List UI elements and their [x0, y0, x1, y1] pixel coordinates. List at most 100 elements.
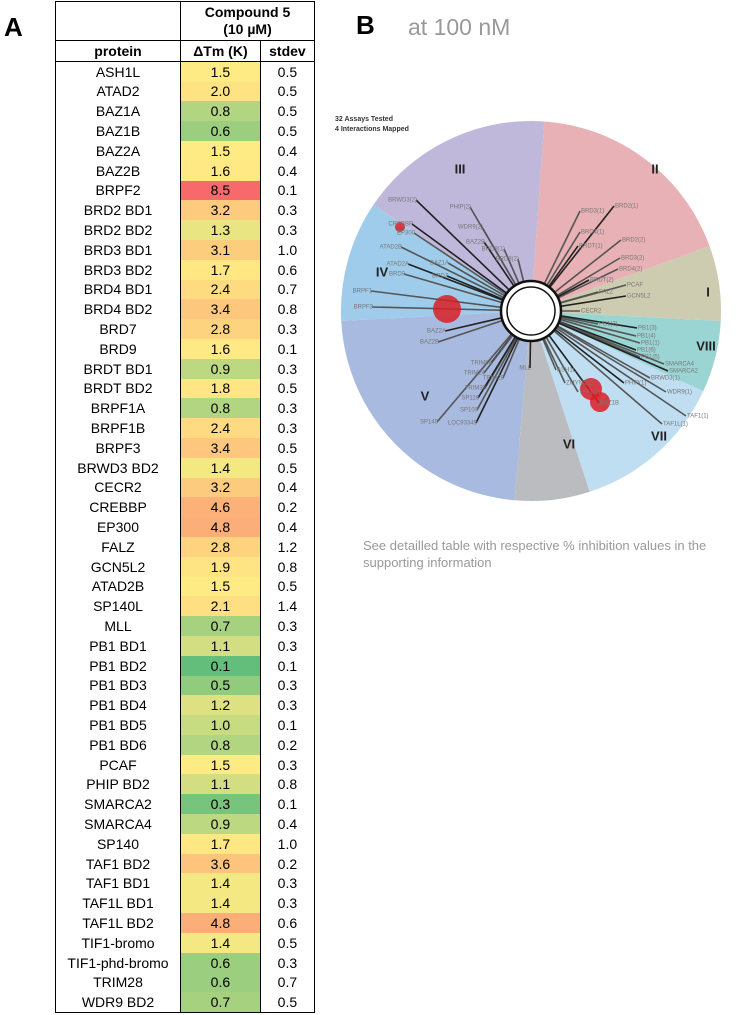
table-row: BRD4 BD1 2.4 0.7 — [55, 279, 316, 300]
branch — [483, 334, 514, 374]
dendrogram: IIIIIIIVVVIVIIVIIIBRWD3(2)PHIP(2)WDR9(2)… — [341, 121, 722, 502]
stdev: 0.5 — [259, 121, 316, 141]
delta-tm: 3.1 — [180, 239, 261, 260]
clade-label: II — [651, 161, 658, 176]
delta-tm: 2.4 — [180, 279, 261, 300]
table-row: TIF1-bromo 1.4 0.5 — [55, 932, 316, 953]
interaction-dot — [590, 392, 610, 412]
table-row: TIF1-phd-bromo 0.6 0.3 — [55, 952, 316, 973]
branch — [476, 336, 518, 411]
leaf-label: BAZ2B — [420, 340, 439, 346]
table-row: PB1 BD5 1.0 0.1 — [55, 715, 316, 735]
leaf-label: BRD4(2) — [619, 267, 642, 273]
delta-tm: 1.4 — [180, 873, 261, 894]
leaf-label: BRD9(1) — [482, 247, 505, 253]
clade-label: I — [706, 284, 710, 299]
stdev: 0.1 — [259, 180, 316, 201]
delta-tm: 0.6 — [180, 952, 261, 973]
branch — [502, 338, 521, 379]
leaf-label: BAZ1B — [600, 401, 619, 407]
stdev: 0.3 — [259, 754, 316, 775]
delta-tm: 1.6 — [180, 338, 261, 359]
table-row: BAZ1A 0.8 0.5 — [55, 101, 316, 122]
delta-tm: 3.4 — [180, 299, 261, 320]
leaf-label: EP300 — [397, 231, 416, 237]
delta-tm: 2.1 — [180, 596, 261, 617]
leaf-label: BRPF3 — [354, 305, 374, 311]
stdev: 0.4 — [259, 140, 316, 161]
delta-tm: 0.1 — [180, 655, 261, 676]
protein: BRD2 BD1 — [55, 200, 181, 221]
interactions: 4 Interactions Mapped — [335, 126, 409, 133]
delta-tm: 1.6 — [180, 160, 261, 181]
stdev: 0.5 — [259, 101, 316, 122]
leaf-label: TRIM33 — [465, 386, 487, 392]
branch — [483, 241, 515, 287]
leaf-label: ZMYND11 — [566, 381, 594, 387]
leaf-label: PB1(3) — [638, 326, 657, 332]
leaf-label: BRD7 — [432, 274, 449, 280]
protein: BAZ2A — [55, 140, 181, 161]
delta-tm: 2.8 — [180, 536, 261, 557]
stdev: 0.5 — [259, 378, 316, 399]
delta-tm: 1.1 — [180, 774, 261, 795]
stdev: 0.5 — [259, 932, 316, 953]
clade-label: VII — [651, 428, 667, 443]
stdev: 0.3 — [259, 873, 316, 894]
column-header: ΔTm (K) — [180, 40, 261, 62]
delta-tm: 3.4 — [180, 437, 261, 458]
delta-tm: 0.6 — [180, 121, 261, 141]
branch — [557, 268, 619, 299]
protein: GCN5L2 — [55, 556, 181, 577]
delta-tm: 1.4 — [180, 893, 261, 914]
clade-label: III — [455, 161, 466, 176]
leaf-label: BAZ2A — [427, 329, 446, 335]
delta-tm: 1.5 — [180, 140, 261, 161]
protein: BRD7 — [55, 319, 181, 339]
delta-tm: 3.2 — [180, 200, 261, 221]
leaf-label: SP110 — [461, 396, 479, 402]
table-row: EP300 4.8 0.4 — [55, 517, 316, 537]
branch — [560, 295, 627, 308]
branch — [560, 314, 638, 329]
stdev: 0.6 — [259, 913, 316, 933]
table-row: SP140L 2.1 1.4 — [55, 596, 316, 617]
stdev: 0.3 — [259, 616, 316, 636]
leaf-label: BAZ1A — [430, 261, 449, 267]
delta-tm: 1.3 — [180, 220, 261, 240]
stdev: 0.1 — [259, 338, 316, 359]
leaf-label: BRD8(2) — [496, 257, 519, 263]
stdev: 0.4 — [259, 477, 316, 498]
delta-tm: 0.9 — [180, 358, 261, 379]
leaf-label: BRWD3(1) — [651, 376, 680, 382]
branch — [560, 315, 599, 325]
branch — [556, 325, 651, 379]
table-row: BAZ1B 0.6 0.5 — [55, 121, 316, 141]
clade-sector — [514, 311, 590, 502]
delta-tm: 4.8 — [180, 517, 261, 537]
stdev: 0.5 — [259, 437, 316, 458]
branch — [411, 223, 508, 294]
table-row: CECR2 3.2 0.4 — [55, 477, 316, 498]
clade-label: V — [421, 388, 430, 403]
stdev: 0.8 — [259, 299, 316, 320]
branch — [413, 232, 507, 296]
table-row: BRD3 BD2 1.7 0.6 — [55, 259, 316, 280]
table-row: BAZ2A 1.5 0.4 — [55, 140, 316, 161]
delta-tm: 8.5 — [180, 180, 261, 201]
leaf-label: BRDT(1) — [579, 244, 603, 250]
stdev: 1.4 — [259, 596, 316, 617]
delta-tm: 0.7 — [180, 616, 261, 636]
clade-sector — [531, 246, 722, 321]
leaf-label: BRD9 — [389, 272, 406, 278]
stdev: 0.1 — [259, 655, 316, 676]
delta-tm: 1.2 — [180, 695, 261, 716]
protein: BRPF1B — [55, 418, 181, 438]
subtitle: at 100 nM — [408, 14, 511, 40]
delta-tm: 4.8 — [180, 913, 261, 933]
protein: BRD4 BD1 — [55, 279, 181, 300]
interaction-dot — [433, 295, 461, 323]
table-row: BRD9 1.6 0.1 — [55, 338, 316, 359]
delta-tm: 1.0 — [180, 715, 261, 735]
stdev: 0.1 — [259, 794, 316, 815]
